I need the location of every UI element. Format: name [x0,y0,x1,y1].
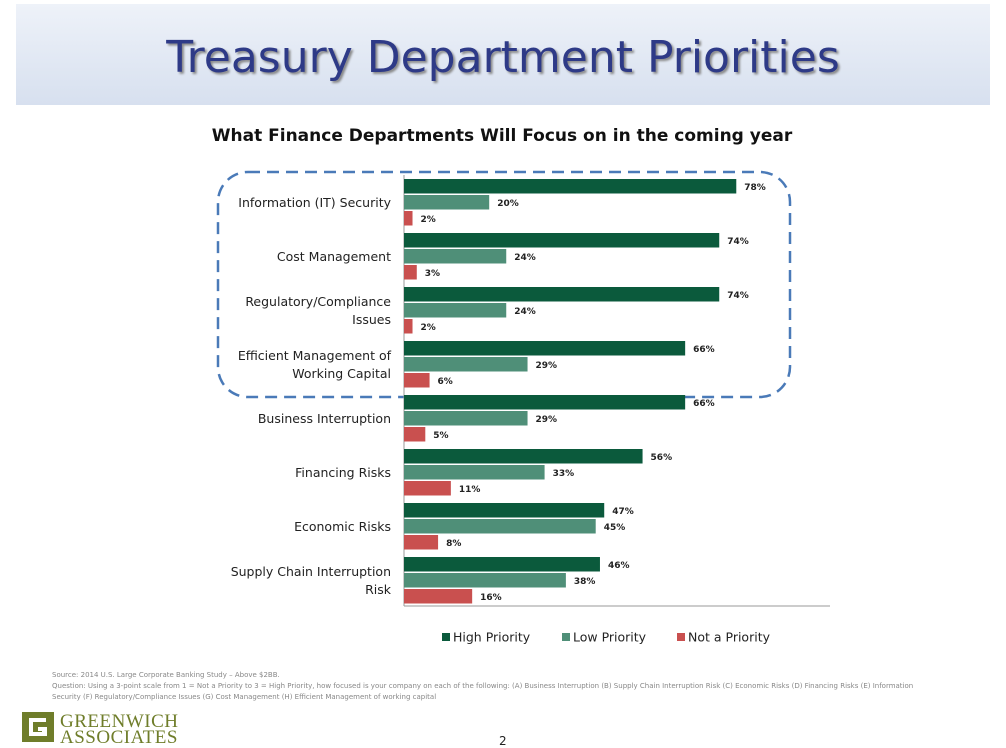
category-label: Information (IT) Security [238,195,391,210]
value-label: 16% [480,593,502,603]
source-notes: Source: 2014 U.S. Large Corporate Bankin… [52,670,942,703]
legend-label: High Priority [453,630,531,645]
value-label: 74% [727,291,749,301]
category-label: Supply Chain Interruption Risk [230,564,391,597]
value-label: 29% [536,415,558,425]
value-label: 24% [514,253,536,263]
bar [404,481,451,496]
bar [404,373,430,388]
value-label: 38% [574,577,596,587]
bar [404,519,596,534]
value-label: 20% [497,199,519,209]
category-label: Economic Risks [294,519,391,534]
bar [404,249,507,264]
logo-text: GREENWICH [60,711,179,732]
value-label: 45% [604,523,626,533]
bar [404,357,528,372]
value-label: 78% [744,183,766,193]
source: Source: 2014 U.S. Large Corporate Bankin… [52,671,280,679]
category-label: Financing Risks [295,465,391,480]
legend-swatch [677,633,685,641]
value-label: 11% [459,485,481,495]
value-label: 24% [514,307,536,317]
slide-title: Treasury Department Priorities [166,32,840,83]
bar [404,465,545,480]
value-label: 8% [446,539,461,549]
legend-swatch [562,633,570,641]
bar [404,427,426,442]
bar [404,449,643,464]
legend-label: Low Priority [573,630,647,645]
bar [404,557,600,572]
bar [404,341,686,356]
value-label: 29% [536,361,558,371]
value-label: 33% [553,469,575,479]
value-label: 2% [421,215,436,225]
value-label: 66% [693,399,715,409]
logo-text: ASSOCIATES [60,727,178,748]
value-label: 66% [693,345,715,355]
legend-label: Not a Priority [688,630,771,645]
value-label: 46% [608,561,630,571]
value-label: 2% [421,323,436,333]
bar [404,503,605,518]
value-label: 56% [651,453,673,463]
category-label: Business Interruption [257,411,391,426]
bar [404,265,417,280]
bar [404,319,413,334]
value-label: 74% [727,237,749,247]
bar [404,573,566,588]
category-label: Cost Management [276,249,391,264]
bar [404,535,439,550]
bar [404,233,720,248]
bar [404,287,720,302]
logo-icon [22,712,54,742]
bar [404,395,686,410]
category-label: Efficient Management of Working Capital [237,348,391,381]
value-label: 5% [433,431,448,441]
value-label: 6% [438,377,453,387]
question: Question: Using a 3-point scale from 1 =… [52,682,914,701]
bar [404,589,473,604]
value-label: 47% [612,507,634,517]
bar [404,211,413,226]
chart-title: What Finance Departments Will Focus on i… [212,126,793,146]
value-label: 3% [425,269,440,279]
legend-swatch [442,633,450,641]
category-label: Regulatory/Compliance Issues [245,294,391,327]
header: Treasury Department Priorities [16,4,990,105]
bar [404,179,737,194]
page-number: 2 [499,734,507,748]
bar [404,195,490,210]
bar [404,303,507,318]
bar [404,411,528,426]
